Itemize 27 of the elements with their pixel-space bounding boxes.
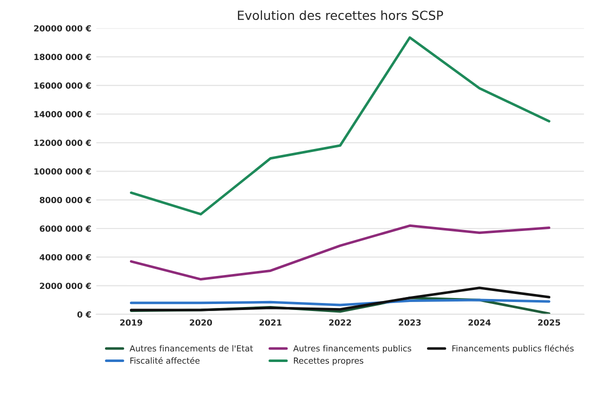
y-tick-label: 6000 000 €	[40, 225, 91, 232]
legend-label: Fiscalité affectée	[130, 356, 200, 364]
x-tick-label: 2024	[468, 319, 491, 326]
x-tick-label: 2019	[120, 319, 142, 326]
x-tick-label: 2023	[398, 319, 421, 326]
x-tick-label: 2022	[329, 319, 352, 326]
y-tick-label: 20000 000 €	[34, 25, 91, 32]
legend-label: Recettes propres	[294, 358, 364, 366]
y-tick-label: 4000 000 €	[40, 254, 91, 260]
line-series	[130, 286, 550, 312]
y-tick-label: 2000 000 €	[40, 282, 91, 290]
chart-title: Evolution des recettes hors SCSP	[238, 10, 444, 20]
y-tick-label: 16000 000 €	[34, 82, 91, 89]
legend-label: Financements publics fléchés	[452, 344, 574, 354]
y-tick-label: 0 €	[77, 311, 91, 318]
legend-label: Autres financements de l'Etat	[130, 345, 253, 352]
y-tick-label: 18000 000 €	[34, 54, 91, 60]
line-series	[130, 36, 550, 216]
legend-label: Autres financements publics	[293, 345, 412, 354]
x-tick-label: 2020	[190, 319, 212, 326]
y-tick-label: 10000 000 €	[34, 168, 91, 175]
line-series	[130, 224, 550, 281]
y-tick-label: 12000 000 €	[34, 140, 91, 146]
x-tick-label: 2025	[538, 319, 560, 326]
y-tick-label: 8000 000 €	[40, 196, 91, 204]
x-tick-label: 2021	[260, 319, 282, 326]
y-tick-label: 14000 000 €	[34, 111, 91, 118]
